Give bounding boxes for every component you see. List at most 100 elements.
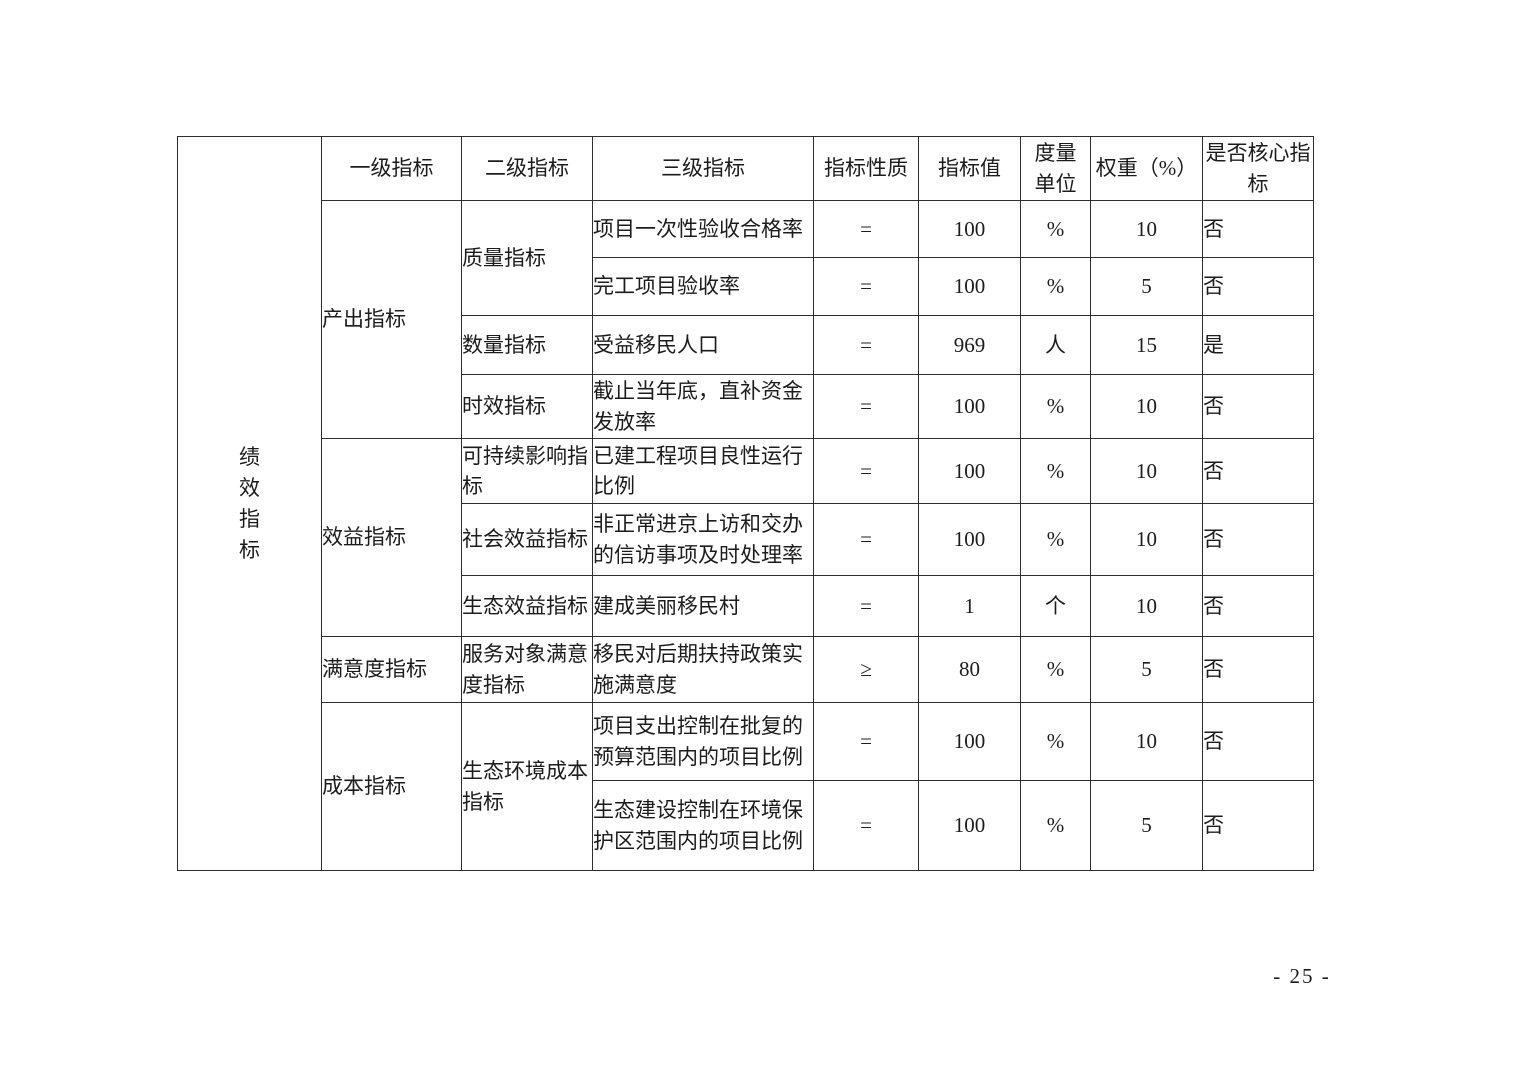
cell-value: 100 [918, 374, 1021, 439]
cell-unit: % [1020, 636, 1091, 703]
cell-nature: = [813, 374, 919, 439]
cell-level1: 效益指标 [321, 438, 462, 637]
cell-core: 否 [1202, 575, 1314, 637]
cell-level1: 成本指标 [321, 702, 462, 871]
cell-core: 否 [1202, 257, 1314, 316]
cell-level3: 生态建设控制在环境保护区范围内的项目比例 [592, 780, 814, 871]
cell-nature: = [813, 503, 919, 576]
cell-level3: 项目一次性验收合格率 [592, 200, 814, 258]
cell-level3: 项目支出控制在批复的预算范围内的项目比例 [592, 702, 814, 781]
cell-unit: % [1020, 438, 1091, 504]
cell-level2: 时效指标 [461, 374, 593, 439]
column-header-level1: 一级指标 [321, 136, 462, 201]
vertical-label-char: 绩 [239, 444, 260, 469]
column-header-nature: 指标性质 [813, 136, 919, 201]
cell-level2: 质量指标 [461, 200, 593, 316]
cell-nature: = [813, 315, 919, 375]
cell-nature: = [813, 575, 919, 637]
cell-nature: = [813, 780, 919, 871]
cell-core: 否 [1202, 636, 1314, 703]
cell-level2: 数量指标 [461, 315, 593, 375]
indicator-row: 满意度指标 服务对象满意度指标 移民对后期扶持政策实施满意度 ≥ 80 % 5 … [178, 636, 1314, 703]
cell-value: 100 [918, 200, 1021, 258]
cell-core: 否 [1202, 200, 1314, 258]
cell-level2: 可持续影响指标 [461, 438, 593, 504]
cell-value: 100 [918, 503, 1021, 576]
cell-unit: % [1020, 702, 1091, 781]
cell-unit: % [1020, 780, 1091, 871]
cell-weight: 10 [1090, 438, 1203, 504]
cell-value: 100 [918, 702, 1021, 781]
cell-weight: 10 [1090, 575, 1203, 637]
column-header-core: 是否核心指标 [1202, 136, 1314, 201]
cell-level2: 服务对象满意度指标 [461, 636, 593, 703]
cell-nature: = [813, 702, 919, 781]
cell-level3: 已建工程项目良性运行比例 [592, 438, 814, 504]
cell-weight: 15 [1090, 315, 1203, 375]
indicator-row: 生态建设控制在环境保护区范围内的项目比例 = 100 % 5 否 [178, 780, 1314, 871]
cell-nature: = [813, 438, 919, 504]
row-group-label-performance-indicators: 绩 效 指 标 [177, 136, 322, 871]
indicator-row: 完工项目验收率 = 100 % 5 否 [178, 257, 1314, 316]
cell-unit: 个 [1020, 575, 1091, 637]
cell-level3: 建成美丽移民村 [592, 575, 814, 637]
vertical-label-char: 指 [239, 506, 260, 531]
cell-nature: = [813, 257, 919, 316]
vertical-label-char: 效 [239, 475, 260, 500]
cell-unit: % [1020, 200, 1091, 258]
cell-weight: 10 [1090, 200, 1203, 258]
cell-core: 否 [1202, 374, 1314, 439]
cell-weight: 10 [1090, 374, 1203, 439]
cell-level1: 满意度指标 [321, 636, 462, 703]
cell-level1: 产出指标 [321, 200, 462, 439]
cell-level3: 截止当年底，直补资金发放率 [592, 374, 814, 439]
cell-weight: 5 [1090, 257, 1203, 316]
indicator-row: 生态效益指标 建成美丽移民村 = 1 个 10 否 [178, 575, 1314, 637]
cell-value: 100 [918, 780, 1021, 871]
cell-unit: 人 [1020, 315, 1091, 375]
performance-indicator-table: 绩 效 指 标 一级指标 二级指标 三级指标 指标性质 指标值 度量单位 权重（… [177, 136, 1314, 871]
indicator-row: 社会效益指标 非正常进京上访和交办的信访事项及时处理率 = 100 % 10 否 [178, 503, 1314, 576]
column-header-weight: 权重（%） [1090, 136, 1203, 201]
column-header-level3: 三级指标 [592, 136, 814, 201]
page-number: - 25 - [1273, 964, 1331, 988]
column-header-unit-text: 度量单位 [1034, 141, 1077, 196]
cell-unit: % [1020, 374, 1091, 439]
cell-value: 100 [918, 438, 1021, 504]
column-header-level2: 二级指标 [461, 136, 593, 201]
cell-weight: 10 [1090, 503, 1203, 576]
vertical-label: 绩 效 指 标 [179, 444, 321, 562]
table-header-row: 绩 效 指 标 一级指标 二级指标 三级指标 指标性质 指标值 度量单位 权重（… [177, 136, 1314, 871]
cell-nature: = [813, 200, 919, 258]
cell-level2: 生态效益指标 [461, 575, 593, 637]
vertical-label-char: 标 [239, 537, 260, 562]
cell-level3: 完工项目验收率 [592, 257, 814, 316]
cell-level3: 受益移民人口 [592, 315, 814, 375]
cell-unit: % [1020, 503, 1091, 576]
cell-level2: 社会效益指标 [461, 503, 593, 576]
cell-core: 否 [1202, 780, 1314, 871]
cell-weight: 5 [1090, 780, 1203, 871]
cell-value: 80 [918, 636, 1021, 703]
cell-nature: ≥ [813, 636, 919, 703]
cell-level3: 非正常进京上访和交办的信访事项及时处理率 [592, 503, 814, 576]
cell-core: 否 [1202, 438, 1314, 504]
cell-value: 969 [918, 315, 1021, 375]
indicator-row: 产出指标 质量指标 项目一次性验收合格率 = 100 % 10 否 [178, 200, 1314, 439]
column-header-value: 指标值 [918, 136, 1021, 201]
column-header-unit: 度量单位 [1020, 136, 1091, 201]
cell-core: 是 [1202, 315, 1314, 375]
cell-value: 1 [918, 575, 1021, 637]
cell-weight: 5 [1090, 636, 1203, 703]
indicator-row: 效益指标 可持续影响指标 已建工程项目良性运行比例 = 100 % 10 否 [178, 438, 1314, 637]
indicator-row: 数量指标 受益移民人口 = 969 人 15 是 [178, 315, 1314, 375]
cell-value: 100 [918, 257, 1021, 316]
cell-core: 否 [1202, 503, 1314, 576]
cell-level2: 生态环境成本指标 [461, 702, 593, 871]
cell-level3: 移民对后期扶持政策实施满意度 [592, 636, 814, 703]
cell-core: 否 [1202, 702, 1314, 781]
indicator-row: 成本指标 生态环境成本指标 项目支出控制在批复的预算范围内的项目比例 = 100… [178, 702, 1314, 871]
cell-weight: 10 [1090, 702, 1203, 781]
cell-unit: % [1020, 257, 1091, 316]
